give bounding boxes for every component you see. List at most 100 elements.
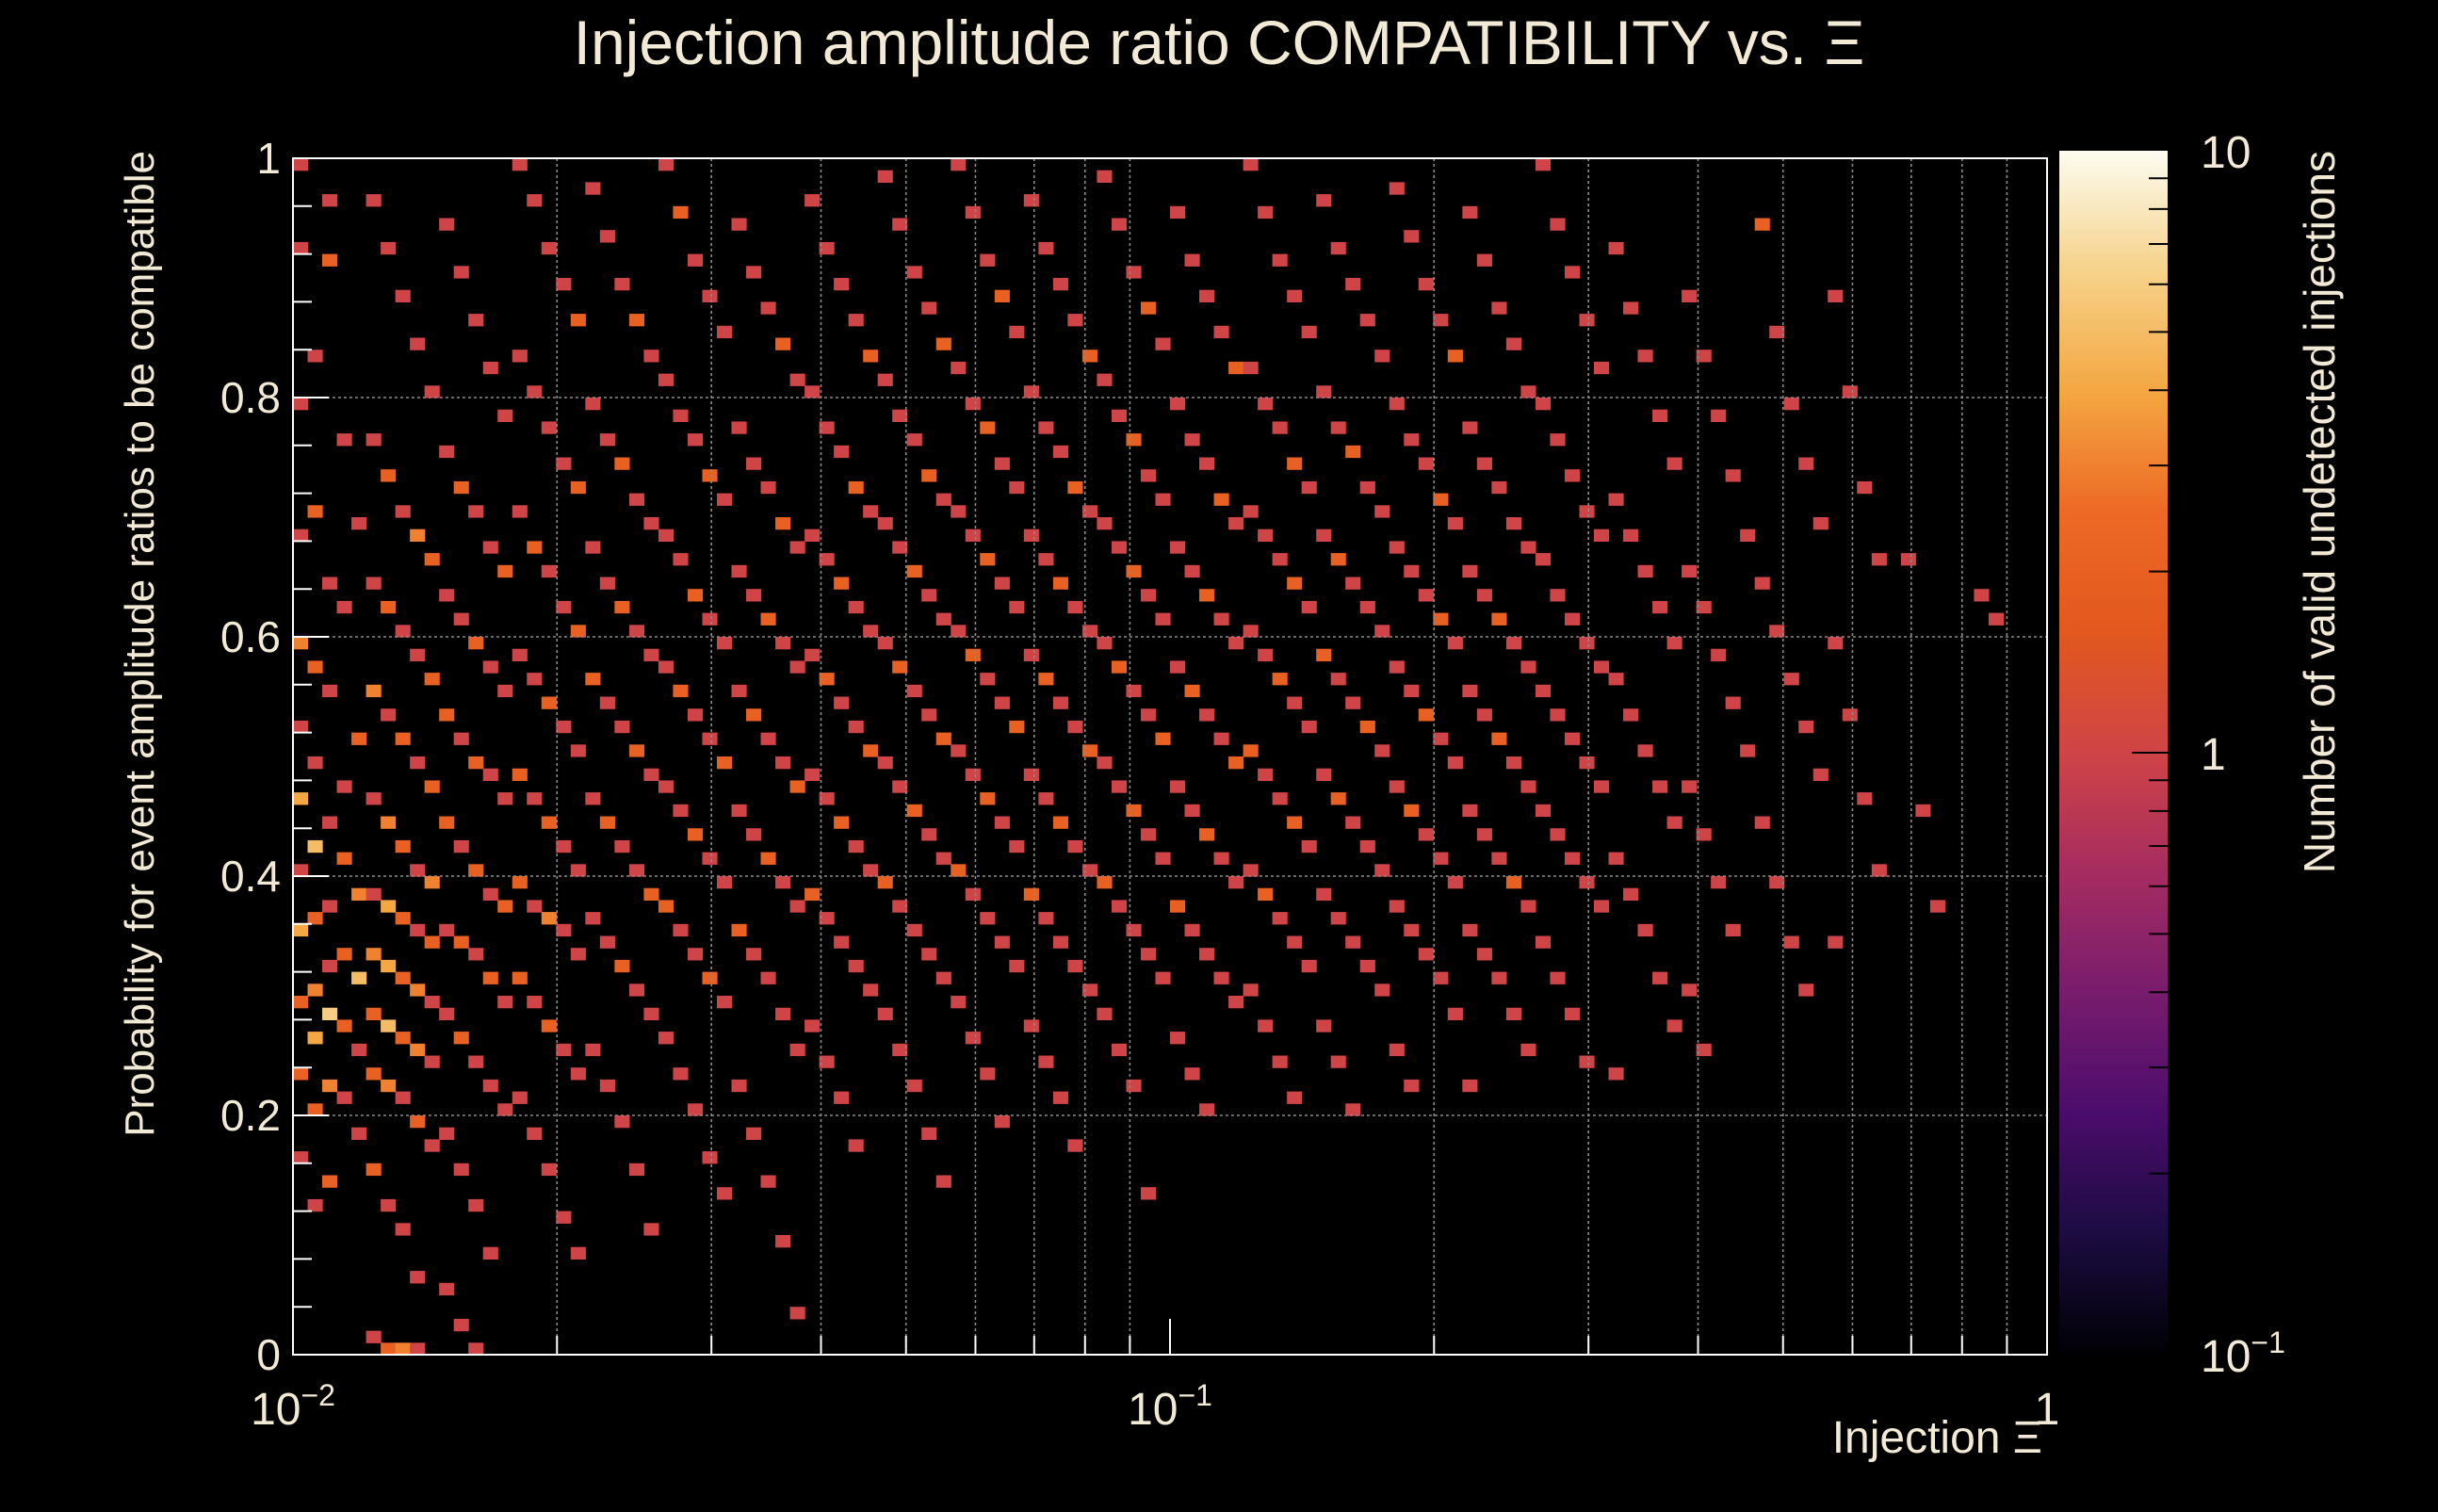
heatmap-cell bbox=[746, 708, 762, 722]
heatmap-cell bbox=[1579, 876, 1595, 889]
heatmap-cell bbox=[702, 1151, 718, 1164]
heatmap-cell bbox=[1550, 589, 1566, 602]
heatmap-cell bbox=[497, 684, 513, 698]
heatmap-cell bbox=[381, 1079, 397, 1093]
heatmap-cell bbox=[1696, 828, 1712, 841]
heatmap-cell bbox=[424, 673, 440, 686]
heatmap-cell bbox=[1184, 804, 1200, 818]
heatmap-cell bbox=[848, 839, 864, 854]
heatmap-cell bbox=[643, 350, 659, 363]
heatmap-cell bbox=[658, 660, 675, 674]
heatmap-cell bbox=[1462, 1079, 1478, 1093]
heatmap-cell bbox=[1447, 756, 1463, 770]
heatmap-cell bbox=[1038, 673, 1054, 686]
heatmap-cell bbox=[1258, 1019, 1274, 1032]
heatmap-cell bbox=[760, 971, 776, 984]
heatmap-cell bbox=[877, 517, 893, 530]
heatmap-cell bbox=[570, 625, 586, 638]
heatmap-cell bbox=[1023, 528, 1039, 542]
heatmap-cell bbox=[658, 780, 675, 793]
heatmap-cell bbox=[892, 218, 908, 231]
heatmap-cell bbox=[497, 409, 513, 422]
x-tick-exponent: −1 bbox=[1178, 1378, 1211, 1412]
heatmap-cell bbox=[1462, 564, 1478, 578]
heatmap-cell bbox=[1696, 1043, 1712, 1057]
heatmap-cell bbox=[702, 469, 718, 482]
heatmap-cell bbox=[994, 816, 1010, 829]
heatmap-cell bbox=[1418, 708, 1434, 722]
heatmap-cell bbox=[556, 839, 572, 854]
heatmap-cell bbox=[1038, 792, 1054, 805]
heatmap-cell bbox=[1345, 577, 1361, 590]
heatmap-cell bbox=[746, 457, 762, 470]
heatmap-cell bbox=[1111, 409, 1128, 422]
heatmap-cell bbox=[1608, 852, 1624, 865]
heatmap-cell bbox=[1009, 325, 1025, 339]
heatmap-cell bbox=[1374, 984, 1390, 997]
heatmap-cell bbox=[585, 182, 601, 195]
heatmap-cell bbox=[1228, 996, 1244, 1009]
heatmap-cell bbox=[497, 900, 513, 913]
heatmap-cell bbox=[1243, 158, 1259, 171]
heatmap-cell bbox=[453, 732, 469, 745]
heatmap-cell bbox=[556, 1211, 572, 1224]
y-tick-label: 0.4 bbox=[220, 852, 281, 901]
heatmap-cell bbox=[307, 912, 323, 925]
heatmap-cell bbox=[1652, 780, 1668, 793]
heatmap-cell bbox=[1155, 732, 1171, 745]
heatmap-cell bbox=[819, 421, 835, 434]
heatmap-cell bbox=[789, 900, 805, 913]
heatmap-cell bbox=[951, 505, 967, 518]
heatmap-cell bbox=[410, 528, 426, 542]
heatmap-cell bbox=[716, 325, 733, 339]
heatmap-cell bbox=[1287, 696, 1303, 709]
heatmap-cell bbox=[468, 1198, 484, 1212]
heatmap-cell bbox=[1199, 457, 1215, 470]
heatmap-cell bbox=[468, 1055, 484, 1068]
heatmap-cell bbox=[1111, 541, 1128, 554]
heatmap-cell bbox=[951, 361, 967, 375]
heatmap-cell bbox=[1330, 1055, 1346, 1068]
heatmap-cell bbox=[643, 648, 659, 661]
heatmap-cell bbox=[1359, 839, 1375, 854]
heatmap-cell bbox=[805, 1019, 821, 1032]
heatmap-cell bbox=[381, 816, 397, 829]
heatmap-cell bbox=[307, 1103, 323, 1116]
heatmap-cell bbox=[628, 1162, 644, 1177]
heatmap-cell bbox=[410, 864, 426, 877]
heatmap-cell bbox=[1258, 648, 1274, 661]
heatmap-cell bbox=[1433, 493, 1449, 506]
heatmap-cell bbox=[1389, 1043, 1405, 1057]
heatmap-cell bbox=[1359, 600, 1375, 614]
heatmap-cell bbox=[424, 935, 440, 949]
y-tick-labels: 0 0.2 0.4 0.6 0.8 1 bbox=[220, 134, 281, 1379]
heatmap-cell bbox=[1170, 398, 1186, 411]
heatmap-cell bbox=[1447, 517, 1463, 530]
heatmap-cell bbox=[1447, 876, 1463, 889]
heatmap-cell bbox=[1038, 1055, 1054, 1068]
heatmap-cell bbox=[541, 696, 557, 709]
heatmap-cell bbox=[1828, 637, 1844, 650]
heatmap-cell bbox=[614, 457, 630, 470]
heatmap-cell bbox=[848, 480, 864, 495]
heatmap-cell bbox=[1579, 1055, 1595, 1068]
heatmap-cell bbox=[1550, 218, 1566, 231]
heatmap-cell bbox=[1081, 984, 1098, 997]
heatmap-cell bbox=[834, 935, 850, 949]
heatmap-cell bbox=[482, 660, 498, 674]
heatmap-cell bbox=[731, 684, 747, 698]
heatmap-cell bbox=[628, 314, 644, 327]
y-tick-label: 0.8 bbox=[220, 373, 281, 422]
heatmap-cell bbox=[1433, 612, 1449, 626]
heatmap-cell bbox=[935, 1175, 951, 1188]
heatmap-cell bbox=[1696, 350, 1712, 363]
heatmap-cell bbox=[687, 589, 704, 602]
heatmap-cell bbox=[1754, 577, 1770, 590]
heatmap-cell bbox=[892, 409, 908, 422]
heatmap-cell bbox=[293, 792, 309, 805]
heatmap-cell bbox=[1184, 433, 1200, 447]
heatmap-cell bbox=[527, 900, 543, 913]
heatmap-cell bbox=[1243, 744, 1259, 757]
heatmap-cell bbox=[527, 1127, 543, 1140]
